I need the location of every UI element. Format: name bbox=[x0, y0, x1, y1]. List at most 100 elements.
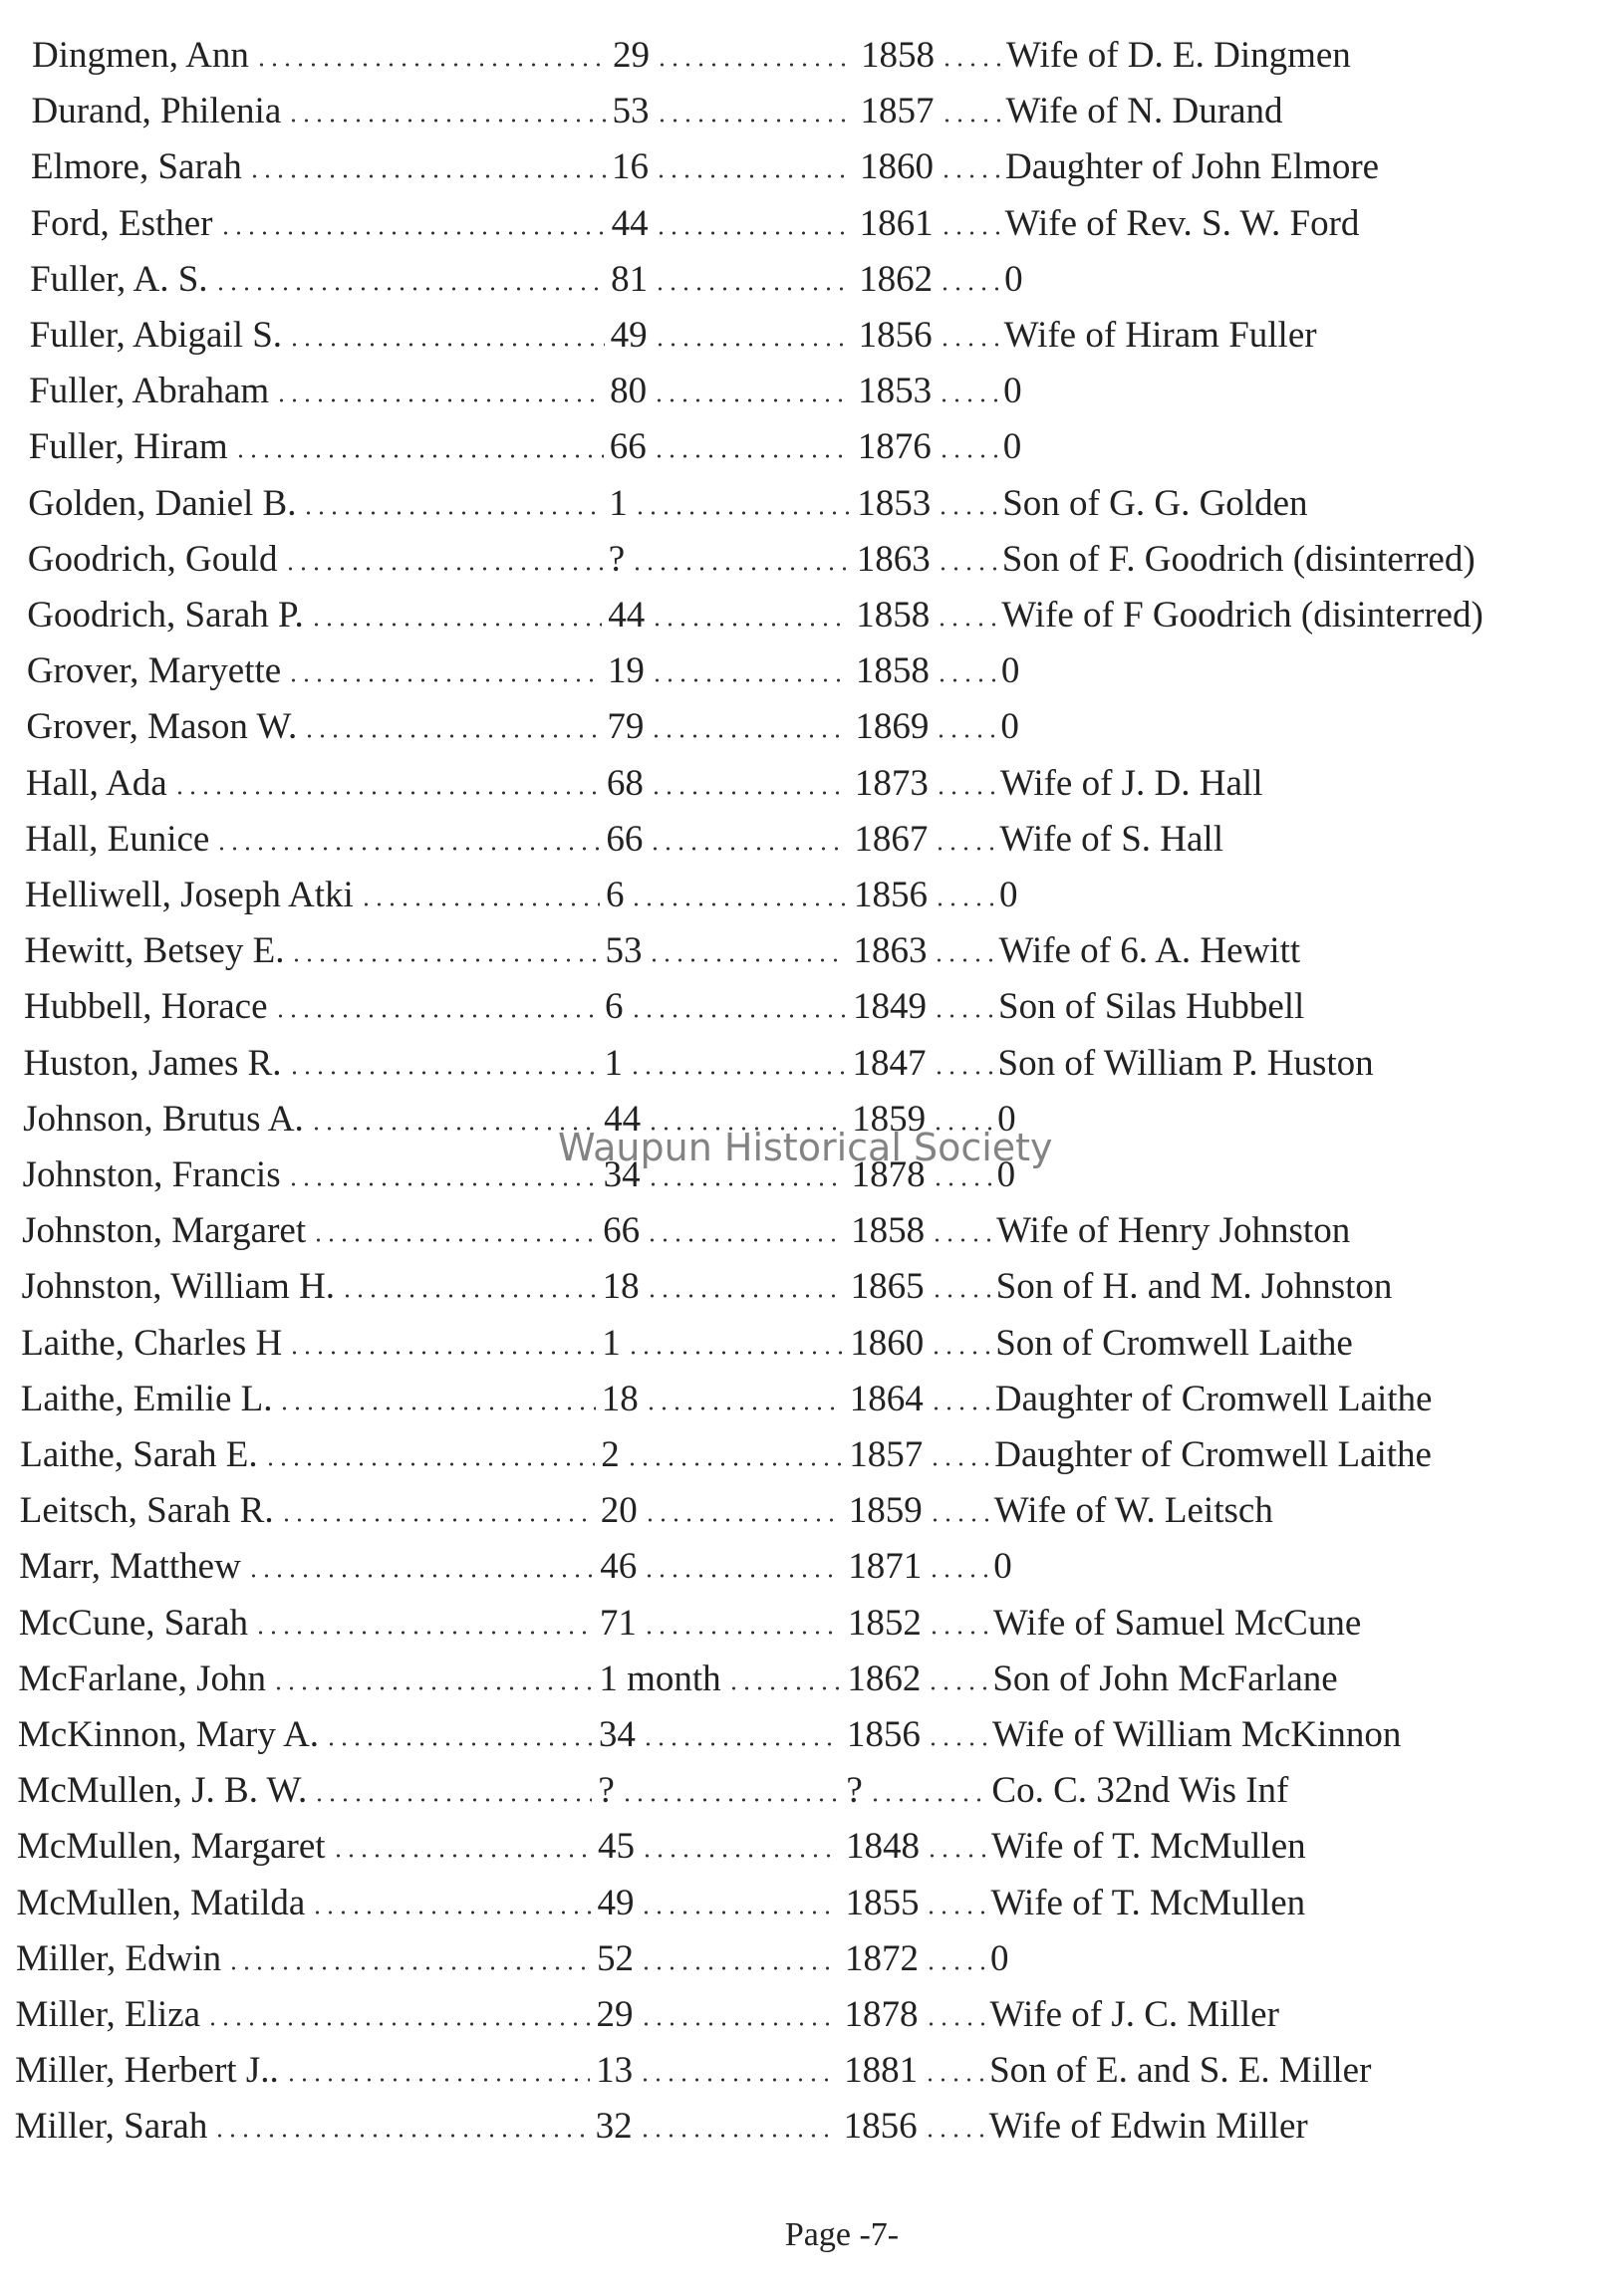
name-cell: Ford, Esther bbox=[31, 202, 612, 245]
name: Hubbell, Horace bbox=[24, 986, 268, 1028]
name-cell: Hewitt, Betsey E. bbox=[24, 929, 605, 972]
age-cell: 81 bbox=[611, 258, 859, 301]
name-cell: Laithe, Charles H bbox=[21, 1322, 602, 1365]
dot-leader bbox=[629, 1070, 847, 1075]
record-row: Huston, James R. 1 1847 Son of William P. H… bbox=[0, 1042, 1618, 1098]
dot-leader bbox=[655, 174, 855, 179]
name-cell: Johnston, Francis bbox=[23, 1153, 604, 1196]
dot-leader bbox=[932, 1070, 992, 1075]
age: 66 bbox=[606, 818, 644, 860]
age: 71 bbox=[599, 1602, 637, 1644]
year: 1861 bbox=[859, 202, 934, 244]
record-row: McMullen, Matilda 49 1855 Wife of T. McMull… bbox=[0, 1882, 1610, 1937]
dot-leader bbox=[935, 734, 995, 739]
dot-leader bbox=[646, 1238, 846, 1243]
year-cell: 1852 bbox=[848, 1602, 993, 1645]
year-cell: 1856 bbox=[847, 1713, 992, 1756]
record-row: Fuller, A. S. 81 1862 0 bbox=[0, 258, 1619, 314]
age-cell: 1 bbox=[602, 1322, 850, 1365]
note: 0 bbox=[1000, 650, 1020, 692]
name-cell: Johnston, Margaret bbox=[22, 1209, 603, 1252]
dot-leader bbox=[288, 1350, 597, 1355]
record-row: Marr, Matthew 46 1871 0 bbox=[0, 1545, 1613, 1601]
name-cell: Hall, Ada bbox=[26, 762, 607, 805]
dot-leader bbox=[940, 174, 1000, 179]
age: 6 bbox=[605, 875, 625, 915]
year-cell: 1872 bbox=[845, 1937, 990, 1980]
age: 66 bbox=[603, 1210, 641, 1252]
note: Wife of N. Durand bbox=[1005, 91, 1283, 132]
dot-leader bbox=[642, 1630, 842, 1635]
year-cell: 1863 bbox=[857, 538, 1002, 581]
record-row: Hubbell, Horace 6 1849 Son of Silas Hubbell bbox=[0, 985, 1618, 1041]
year-cell: 1878 bbox=[845, 1993, 990, 2036]
dot-leader bbox=[233, 454, 604, 459]
age: 34 bbox=[603, 1154, 641, 1195]
dot-leader bbox=[930, 1294, 990, 1299]
record-row: Johnson, Brutus A. 44 1859 0 bbox=[0, 1098, 1617, 1153]
note: Son of F. Goodrich (disinterred) bbox=[1001, 538, 1476, 580]
record-row: Johnston, Francis 34 1878 0 bbox=[0, 1153, 1617, 1209]
record-row: Leitsch, Sarah R. 20 1859 Wife of W. Leitsc… bbox=[0, 1489, 1614, 1545]
dot-leader bbox=[284, 2078, 591, 2083]
record-row: Miller, Edwin 52 1872 0 bbox=[0, 1937, 1610, 1993]
name-cell: Huston, James R. bbox=[24, 1042, 605, 1085]
year-cell: 1871 bbox=[848, 1545, 993, 1588]
age: 44 bbox=[608, 595, 646, 636]
dot-leader bbox=[652, 454, 852, 459]
age: 16 bbox=[612, 146, 650, 188]
dot-leader bbox=[650, 734, 850, 739]
dot-leader bbox=[934, 790, 994, 795]
note: Wife of W. Leitsch bbox=[993, 1490, 1273, 1532]
note: Wife of T. McMullen bbox=[990, 1882, 1306, 1923]
dot-leader bbox=[341, 1294, 597, 1299]
age: 20 bbox=[600, 1490, 638, 1532]
year: 1878 bbox=[844, 1994, 919, 2035]
name: Goodrich, Gould bbox=[27, 538, 278, 580]
dot-leader bbox=[933, 902, 993, 906]
dot-leader bbox=[931, 1238, 991, 1243]
age-cell: 6 bbox=[606, 874, 854, 916]
year-cell: 1856 bbox=[859, 314, 1004, 357]
year: 1858 bbox=[855, 650, 930, 692]
age: 80 bbox=[610, 371, 648, 412]
dot-leader bbox=[930, 1350, 990, 1355]
dot-leader bbox=[927, 1630, 987, 1635]
dot-leader bbox=[645, 1294, 845, 1299]
dot-leader bbox=[928, 1574, 988, 1579]
year: 1853 bbox=[858, 371, 933, 412]
year: 1863 bbox=[856, 538, 931, 580]
age-cell: ? bbox=[609, 538, 857, 581]
year: 1869 bbox=[855, 706, 930, 748]
dot-leader bbox=[935, 678, 995, 683]
dot-leader bbox=[654, 286, 854, 291]
record-row: Laithe, Emilie L. 18 1864 Daughter of Cromw… bbox=[0, 1378, 1615, 1433]
dot-leader bbox=[647, 1126, 847, 1131]
age-cell: 2 bbox=[601, 1433, 849, 1476]
dot-leader bbox=[309, 1126, 599, 1131]
name: Johnson, Brutus A. bbox=[23, 1098, 304, 1140]
dot-leader bbox=[312, 1238, 598, 1243]
dot-leader bbox=[643, 1574, 843, 1579]
dot-leader bbox=[325, 1742, 593, 1746]
dot-leader bbox=[213, 2134, 590, 2139]
name-cell: Grover, Maryette bbox=[27, 649, 608, 692]
age: 18 bbox=[602, 1266, 640, 1308]
year-cell: 1857 bbox=[849, 1433, 994, 1476]
name: Hewitt, Betsey E. bbox=[24, 930, 285, 972]
note: Wife of F Goodrich (disinterred) bbox=[1001, 595, 1484, 636]
record-row: McMullen, Margaret 45 1848 Wife of T. McMul… bbox=[0, 1825, 1611, 1881]
year-cell: 1855 bbox=[845, 1882, 990, 1924]
dot-leader bbox=[936, 566, 996, 571]
name: Grover, Mason W. bbox=[26, 706, 298, 748]
year-cell: 1863 bbox=[853, 929, 998, 972]
dot-leader bbox=[172, 790, 601, 795]
name-cell: Hall, Eunice bbox=[25, 818, 606, 861]
dot-leader bbox=[278, 1405, 596, 1410]
name-cell: Johnson, Brutus A. bbox=[23, 1098, 604, 1141]
year: 1859 bbox=[852, 1098, 927, 1140]
watermark: Waupun Historical Society bbox=[558, 1126, 1053, 1169]
dot-leader bbox=[246, 1574, 595, 1579]
year-cell: 1860 bbox=[850, 1322, 995, 1365]
year-cell: 1878 bbox=[852, 1153, 997, 1196]
